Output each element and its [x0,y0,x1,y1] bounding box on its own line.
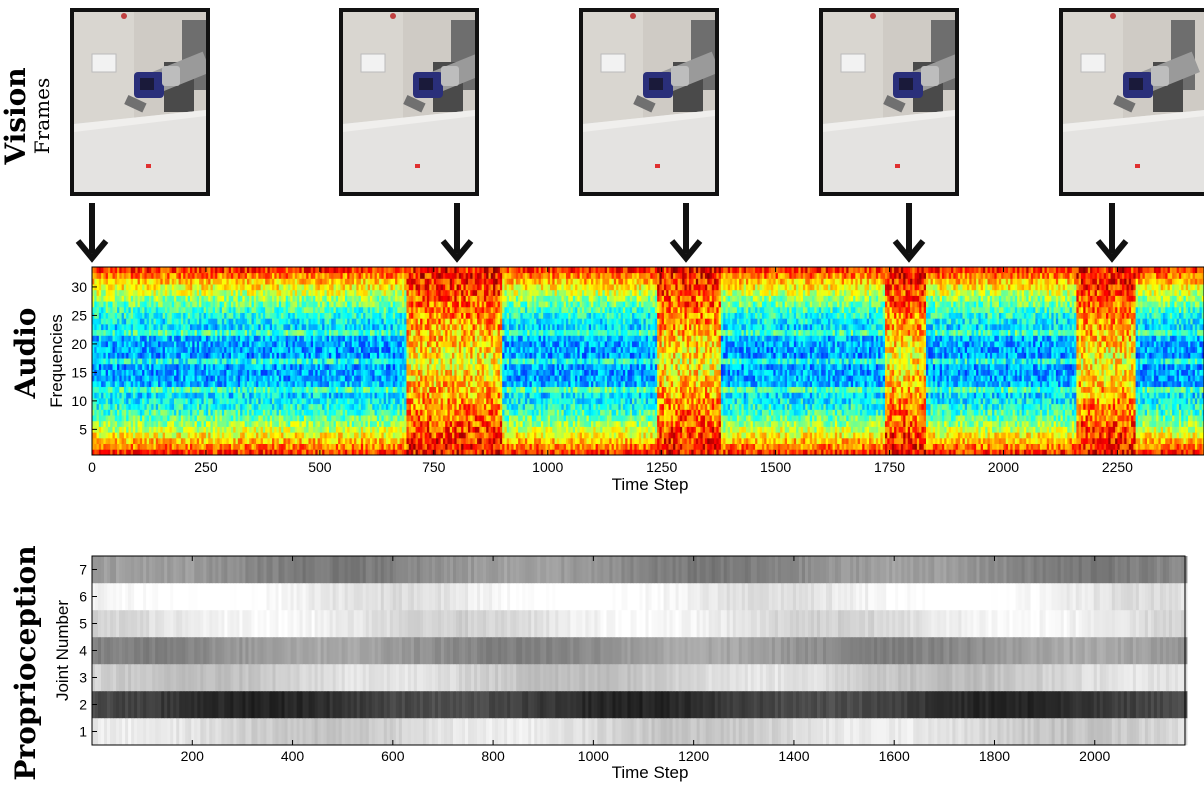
proprioception-y-axis-label: Joint Number [53,600,72,701]
x-tick-label: 500 [308,459,332,475]
x-tick-label: 1000 [578,748,609,764]
x-tick-label: 600 [381,748,405,764]
audio-y-axis-label: Frequencies [47,314,66,408]
spectrogram-cells [92,267,1204,455]
x-tick-label: 1000 [532,459,563,475]
x-tick-label: 800 [481,748,505,764]
x-tick-label: 400 [281,748,305,764]
y-tick-label: 5 [79,421,87,437]
down-arrow-icon [440,203,474,263]
y-tick-label: 5 [79,616,87,632]
y-tick-label: 20 [71,336,87,352]
vision-frame [339,8,479,196]
x-tick-label: 1500 [760,459,791,475]
robot-scene-image [823,12,955,192]
vision-title: Vision [0,67,32,165]
proprioception-heatmap: 200 400 600 800 1000 1200 1400 1600 1800 2000 1 2 3 4… [53,555,1188,782]
y-tick-label: 6 [79,589,87,605]
x-tick-label: 1750 [874,459,905,475]
x-tick-label: 1800 [979,748,1010,764]
y-tick-label: 15 [71,364,87,380]
down-arrow-icon [1095,203,1129,263]
audio-x-axis-label: Time Step [612,475,689,494]
x-tick-label: 1600 [879,748,910,764]
vision-frame [819,8,959,196]
down-arrow-icon [75,203,109,263]
proprioception-x-axis-label: Time Step [612,763,689,782]
x-tick-label: 1200 [678,748,709,764]
x-tick-label: 0 [88,459,96,475]
y-tick-label: 3 [79,670,87,686]
down-arrow-icon [669,203,703,263]
y-tick-label: 2 [79,697,87,713]
x-tick-label: 1400 [778,748,809,764]
x-tick-label: 250 [194,459,218,475]
vision-subtitle: Frames [30,77,54,155]
vision-frame [579,8,719,196]
y-tick-label: 1 [79,724,87,740]
robot-scene-image [1063,12,1204,192]
vision-frame [1059,8,1204,196]
vision-title-block: Vision Frames [0,51,57,181]
y-tick-label: 30 [71,279,87,295]
audio-spectrogram: 0 250 500 750 1000 1250 1500 1750 2000 2250 5 10 15 2… [47,266,1204,494]
robot-scene-image [74,12,206,192]
vision-frame [70,8,210,196]
x-tick-label: 2000 [988,459,1019,475]
joint-cells [92,556,1188,746]
audio-plot-frame [91,266,1204,456]
y-tick-label: 10 [71,393,87,409]
x-tick-label: 2250 [1102,459,1133,475]
x-tick-label: 2000 [1079,748,1110,764]
x-tick-label: 200 [181,748,205,764]
robot-scene-image [583,12,715,192]
robot-scene-image [343,12,475,192]
y-tick-label: 7 [79,562,87,578]
down-arrow-icon [892,203,926,263]
x-tick-label: 750 [422,459,446,475]
y-tick-label: 4 [79,643,87,659]
y-tick-label: 25 [71,307,87,323]
x-tick-label: 1250 [646,459,677,475]
